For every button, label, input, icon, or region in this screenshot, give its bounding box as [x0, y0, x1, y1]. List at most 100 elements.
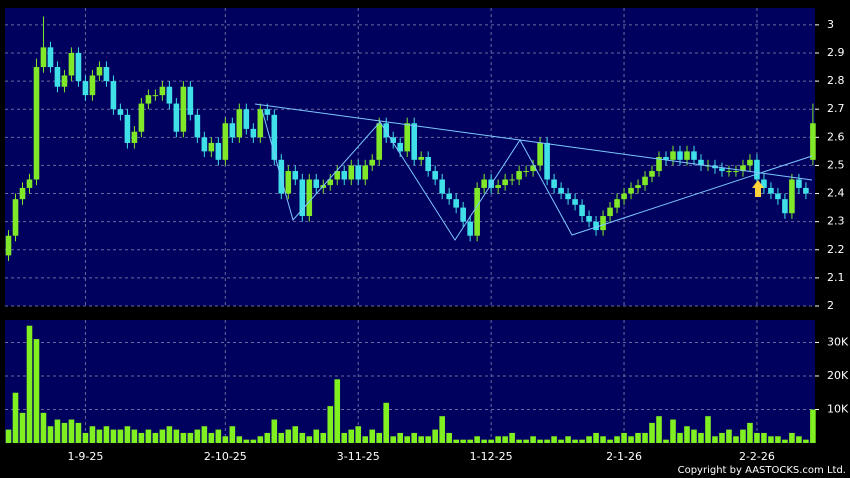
volume-bar — [54, 419, 61, 443]
volume-bar — [194, 429, 201, 443]
volume-bar — [635, 432, 641, 443]
volume-bar — [89, 426, 96, 443]
candle-body — [47, 47, 54, 68]
x-tick-label: 1-9-25 — [67, 450, 103, 463]
candle-body — [768, 187, 774, 194]
volume-bar — [656, 416, 662, 443]
trend-lines — [254, 103, 813, 241]
candle-body — [439, 179, 445, 194]
volume-bar — [789, 432, 795, 443]
candle-body — [565, 193, 571, 200]
candle-body — [292, 171, 299, 180]
candle-body — [516, 171, 522, 180]
candle-body — [537, 142, 543, 166]
candle-body — [33, 67, 40, 180]
volume-bar — [726, 429, 732, 443]
volume-bar — [264, 432, 271, 443]
y-tick-label: 30K — [827, 335, 849, 348]
volume-bar — [803, 439, 809, 443]
volume-bar — [677, 432, 683, 443]
candle-body — [404, 123, 410, 152]
candle-body — [201, 137, 208, 152]
volume-bar — [446, 432, 452, 443]
volume-bar — [439, 416, 445, 443]
candle-body — [362, 165, 369, 180]
candle-body — [726, 171, 732, 173]
volume-bar — [754, 432, 760, 443]
volume-bar — [19, 412, 26, 443]
candle-body — [341, 171, 348, 180]
volume-bar — [180, 432, 187, 443]
volume-bar — [362, 436, 369, 443]
x-tick-label: 2-2-26 — [739, 450, 775, 463]
volume-bar — [418, 436, 424, 443]
y-tick-label: 3 — [827, 18, 834, 31]
candle-body — [656, 157, 662, 172]
volume-bar — [747, 422, 753, 443]
volume-bar — [474, 436, 480, 443]
volume-bar — [404, 436, 410, 443]
volume-bar — [250, 439, 257, 443]
candle-body — [796, 179, 802, 188]
volume-bar — [124, 426, 131, 443]
candle-body — [54, 67, 61, 87]
candle-body — [236, 109, 243, 138]
volume-bar — [257, 436, 264, 443]
candle-body — [355, 165, 362, 180]
candle-body — [348, 165, 355, 180]
y-tick-label: 2.1 — [827, 271, 845, 284]
candle-body — [229, 123, 236, 138]
candle-body — [75, 52, 82, 82]
volume-bar — [607, 439, 613, 443]
volume-bar — [208, 432, 215, 443]
volume-bar — [705, 416, 711, 443]
volume-bar — [117, 429, 124, 443]
signal-arrow — [752, 180, 764, 197]
volume-bar — [453, 439, 459, 443]
candle-body — [299, 179, 306, 217]
x-tick-label: 2-10-25 — [204, 450, 247, 463]
volume-bar — [110, 429, 117, 443]
volume-bar — [82, 432, 89, 443]
volume-bar — [285, 429, 292, 443]
candle-body — [215, 142, 222, 160]
volume-bar — [621, 432, 627, 443]
volume-bar — [236, 436, 243, 443]
candle-body — [642, 176, 648, 186]
volume-bar — [243, 439, 250, 443]
volume-bar — [215, 429, 222, 443]
candle-body — [789, 179, 795, 214]
candle-body — [103, 67, 110, 82]
volume-bar — [96, 429, 103, 443]
volume-bar — [12, 392, 19, 443]
volume-bar — [768, 436, 774, 443]
candle-body — [96, 67, 103, 76]
candle-body — [740, 165, 746, 172]
volume-bar — [586, 436, 592, 443]
candle-body — [495, 185, 501, 188]
volume-bar — [425, 436, 431, 443]
volume-bar — [649, 422, 655, 443]
volume-bar — [145, 429, 152, 443]
candle-body — [208, 142, 215, 152]
volume-bar — [278, 432, 285, 443]
volume-bar — [551, 436, 557, 443]
candle-body — [467, 221, 473, 236]
volume-bar — [579, 439, 585, 443]
volume-bar — [68, 419, 75, 443]
candle-body — [579, 204, 585, 217]
volume-bar — [383, 402, 390, 443]
volume-bar — [782, 439, 788, 443]
volume-bar — [187, 432, 194, 443]
candle-body — [691, 151, 697, 160]
x-tick-label: 3-11-25 — [337, 450, 380, 463]
candle-body — [173, 103, 180, 132]
volume-bar — [614, 436, 620, 443]
candle-body — [397, 142, 404, 152]
volume-bar — [40, 412, 47, 443]
volume-bar — [460, 439, 466, 443]
candle-body — [271, 114, 278, 160]
candle-body — [544, 142, 550, 180]
volume-bar — [75, 422, 82, 443]
